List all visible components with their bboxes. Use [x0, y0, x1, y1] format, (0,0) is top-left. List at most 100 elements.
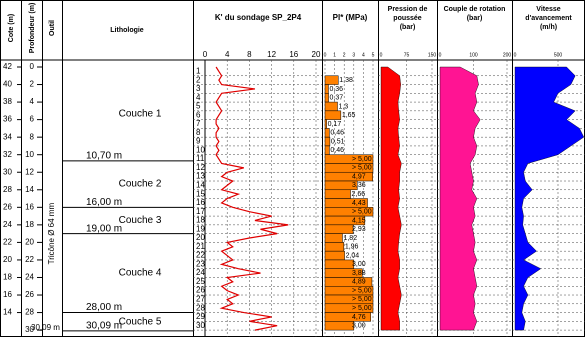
row-number: 15 [196, 189, 205, 198]
column-header: (bar) [400, 24, 416, 31]
tool-label: Tricône Ø 64 mm [47, 203, 56, 265]
row-number: 25 [196, 277, 205, 286]
pl-value-label: > 5,00 [352, 165, 372, 172]
row-number: 21 [196, 242, 205, 251]
row-number: 3 [196, 84, 201, 93]
depth-label: 20 [25, 238, 34, 247]
row-number: 18 [196, 216, 205, 225]
pl-value-label: 1,96 [345, 244, 359, 251]
pl-tick-label: 5 [372, 52, 375, 58]
pl-bar [324, 224, 354, 234]
column-header: (bar) [467, 15, 483, 22]
depth-label: 26 [25, 290, 34, 299]
pl-value-label: 1,65 [342, 112, 356, 119]
layer-name: Couche 4 [119, 268, 162, 279]
depth-label: 18 [25, 220, 34, 229]
pl-value-label: 2,93 [352, 226, 366, 233]
row-number: 17 [196, 207, 205, 216]
depth-label: 10 [25, 150, 34, 159]
pl-bar [324, 321, 355, 331]
param-tick-label: 0 [439, 52, 442, 58]
cote-label: 16 [3, 290, 12, 299]
param-area [514, 66, 585, 331]
cote-label: 24 [3, 220, 12, 229]
pl-value-label: > 5,00 [352, 296, 372, 303]
param-tick-label: 0 [380, 52, 383, 58]
pl-tick-label: 1 [333, 52, 336, 58]
pl-tick-label: 0 [324, 52, 327, 58]
cote-label: 26 [3, 202, 12, 211]
pl-bar [324, 101, 338, 112]
cote-label: 32 [3, 150, 12, 159]
layer-base-label: 19,00 m [86, 223, 122, 234]
pl-bar [324, 75, 339, 85]
row-number: 30 [196, 321, 205, 330]
pl-bar [324, 84, 329, 94]
param-tick-label: 100 [469, 52, 478, 58]
cote-label: 22 [3, 238, 12, 247]
pl-value-label: > 5,00 [352, 209, 372, 216]
pl-value-label: 1,82 [343, 235, 357, 242]
pl-bar [324, 259, 355, 269]
pl-value-label: 0,37 [330, 95, 344, 102]
depth-label: 28 [25, 308, 34, 317]
column-header: (m/h) [540, 24, 557, 31]
row-number: 26 [196, 286, 205, 295]
column-header: Pl* (MPa) [333, 13, 368, 22]
k-tick-label: 16 [289, 50, 298, 59]
pl-tick-label: 3 [352, 52, 355, 58]
pl-value-label: 3,88 [352, 270, 366, 277]
row-number: 2 [196, 75, 201, 84]
layer-name: Couche 1 [119, 109, 162, 120]
pl-value-label: 3,00 [352, 261, 366, 268]
pl-value-label: 0,17 [328, 121, 342, 128]
pl-bar [324, 233, 343, 243]
k-tick-label: 20 [312, 50, 321, 59]
pl-value-label: > 5,00 [352, 305, 372, 312]
row-number: 24 [196, 268, 205, 277]
row-number: 7 [196, 119, 201, 128]
column-header: d'avancement [525, 15, 572, 22]
layer-base-label: 30,09 m [86, 321, 122, 332]
cote-label: 36 [3, 115, 12, 124]
pl-bar [324, 242, 345, 252]
pl-bar [324, 119, 327, 129]
pl-bar [324, 128, 330, 138]
row-number: 27 [196, 295, 205, 304]
param-tick-label: 75 [404, 52, 410, 58]
pl-bar [324, 145, 330, 155]
pl-value-label: 4,97 [352, 173, 366, 180]
depth-label: 16 [25, 202, 34, 211]
k-tick-label: 0 [203, 50, 208, 59]
layer-name: Couche 5 [119, 316, 162, 327]
depth-label: 0 [30, 62, 35, 71]
column-header: Profondeur (m) [29, 3, 36, 54]
row-number: 22 [196, 251, 205, 260]
cote-label: 18 [3, 273, 12, 282]
column-header: Lithologie [110, 27, 144, 34]
row-number: 5 [196, 102, 201, 111]
row-number: 28 [196, 303, 205, 312]
param-tick-label: 500 [554, 52, 563, 58]
param-area [380, 66, 402, 331]
cote-label: 14 [3, 308, 12, 317]
column-header: K' du sondage SP_2P4 [215, 13, 302, 22]
layer-base-label: 16,00 m [86, 197, 122, 208]
layer-name: Couche 3 [119, 215, 162, 226]
column-header: Pression de [388, 6, 428, 13]
pl-tick-label: 2 [343, 52, 346, 58]
pl-value-label: 4,76 [352, 314, 366, 321]
cote-label: 34 [3, 132, 12, 141]
pl-value-label: > 5,00 [352, 156, 372, 163]
layer-base-label: 10,70 m [86, 150, 122, 161]
pl-bar [324, 250, 345, 261]
column-header: Couple de rotation [444, 6, 506, 13]
pl-value-label: 0,46 [330, 147, 344, 154]
depth-label: 6 [30, 115, 35, 124]
pl-bar [324, 136, 331, 147]
param-tick-label: 200 [503, 52, 512, 58]
row-number: 9 [196, 137, 201, 146]
column-header: Vitesse [536, 6, 560, 13]
k-tick-label: 4 [225, 50, 230, 59]
pl-value-label: 2,04 [346, 252, 360, 259]
